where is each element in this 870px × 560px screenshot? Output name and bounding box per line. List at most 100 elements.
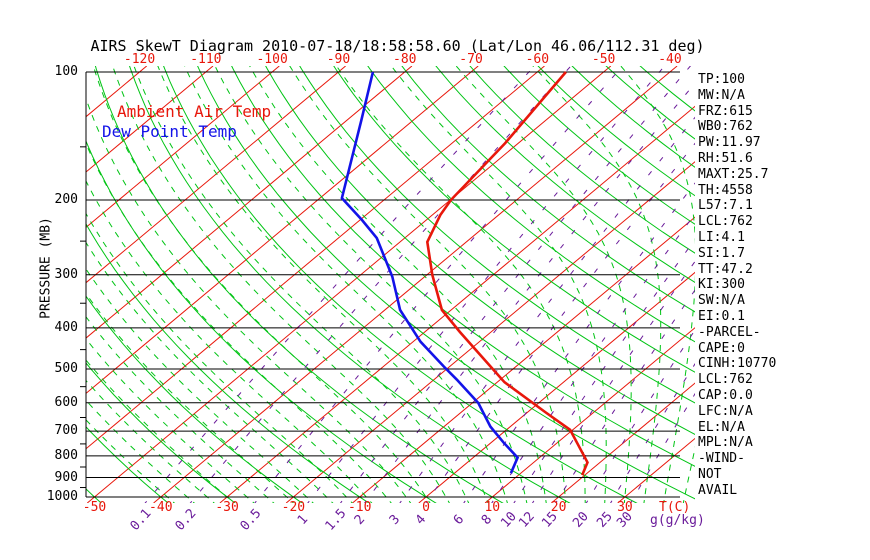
pressure-grid (80, 71, 680, 498)
bottom-temp-label: -10 (347, 500, 372, 515)
isotherm-line (86, 66, 479, 395)
stat-row: MAXT:25.7 (698, 166, 769, 182)
mixing-ratio-line (307, 66, 666, 503)
isotherm-line (285, 161, 695, 503)
stat-row: CAPE:0 (698, 340, 745, 356)
dry-adiabat-line (537, 66, 695, 197)
mixing-ratio-line (513, 238, 695, 503)
x-unit-label: T(C) (659, 500, 691, 515)
dry-adiabat-line (86, 295, 303, 503)
stat-row: EL:N/A (698, 419, 745, 435)
isotherm-line (418, 271, 695, 503)
stat-row: MPL:N/A (698, 435, 753, 451)
bottom-temp-label: -50 (82, 500, 107, 515)
pressure-tick-label: 1000 (46, 489, 78, 504)
bottom-temp-label: 30 (617, 500, 633, 515)
moist-adiabat-line (289, 66, 567, 503)
bottom-temp-label: -20 (281, 500, 306, 515)
stat-row: LI:4.1 (698, 230, 745, 245)
mixing-ratio-line (531, 260, 695, 503)
dry-adiabat-line (571, 66, 695, 168)
top-temp-label: -90 (326, 52, 351, 67)
mixing-ratio-line (399, 116, 695, 503)
stat-row: -WIND- (698, 451, 745, 467)
dry-adiabat-line (401, 66, 695, 313)
pressure-tick-label: 800 (54, 447, 78, 463)
dew-point-curve (340, 71, 520, 474)
isotherm-line (484, 327, 695, 503)
stat-row: CINH:10770 (698, 356, 777, 372)
stat-row: PW:11.97 (698, 135, 761, 151)
isotherm-line (352, 216, 695, 503)
bottom-temp-label: 0 (422, 500, 430, 515)
top-temp-label: -40 (658, 52, 682, 67)
dry-adiabat-line (299, 66, 695, 404)
pressure-tick-label: 500 (54, 361, 78, 377)
bottom-temp-label: 10 (484, 500, 501, 515)
top-temp-label: -100 (256, 52, 288, 67)
top-temp-label: -60 (525, 52, 550, 67)
top-temp-label: -120 (123, 52, 156, 67)
mixing-unit-label: g(g/kg) (650, 513, 705, 528)
stat-row: AVAIL (698, 482, 738, 498)
dry-adiabat-line (333, 66, 695, 373)
dry-adiabat-line (435, 66, 695, 283)
top-temp-label: -70 (459, 52, 483, 67)
bottom-temp-label: 20 (550, 500, 567, 515)
pressure-tick-label: 100 (54, 64, 78, 79)
moist-adiabat-line (112, 66, 450, 503)
isotherm-line (551, 382, 695, 503)
legend-dew-point: Dew Point Temp (102, 122, 237, 141)
dry-adiabat-line (94, 66, 504, 503)
dry-adiabat-line (86, 139, 437, 503)
isotherm-line (86, 66, 214, 173)
ambient-temp-curve (425, 71, 589, 476)
dry-adiabat-line (469, 66, 695, 254)
isotherm-line (86, 66, 545, 450)
stat-row: SW:N/A (698, 293, 745, 309)
isotherm-line (86, 66, 280, 229)
moist-adiabat-line (620, 66, 695, 503)
moist-adiabat-line (86, 142, 392, 503)
dry-adiabat-line (367, 66, 695, 343)
dry-adiabat-line (163, 66, 638, 503)
mixing-ratio-line (491, 213, 695, 503)
pressure-tick-label: 400 (54, 319, 78, 335)
bottom-temp-label: -40 (149, 500, 173, 515)
top-temp-label: -80 (393, 52, 417, 67)
stat-row: MW:N/A (698, 87, 745, 103)
page-title: AIRS SkewT Diagram 2010-07-18/18:58:58.6… (90, 37, 705, 55)
dry-adiabat-line (231, 66, 695, 467)
pressure-tick-label: 200 (54, 191, 78, 207)
isotherm-line (153, 66, 678, 503)
dry-adiabat-line (86, 362, 236, 503)
pressure-tick-label: 900 (54, 469, 78, 485)
top-temp-label: -50 (591, 52, 616, 67)
stat-row: KI:300 (698, 277, 745, 293)
stat-row: NOT (698, 467, 722, 482)
dry-adiabat-line (0, 57, 39, 508)
profile-1 (340, 71, 520, 474)
stat-row: TP:100 (698, 72, 745, 87)
stat-row: TT:47.2 (698, 261, 753, 277)
stat-row: TH:4558 (698, 182, 753, 198)
mixing-ratio-line (463, 182, 695, 503)
stat-row: EI:0.1 (698, 309, 745, 324)
mixing-ratio-line (364, 82, 695, 503)
legend-ambient-temp: Ambient Air Temp (117, 102, 272, 121)
stat-row: LCL:762 (698, 214, 753, 230)
mixing-ratio-line (339, 66, 692, 503)
pressure-tick-label: 300 (54, 266, 78, 282)
stat-row: FRZ:615 (698, 103, 753, 119)
top-temp-label: -110 (190, 52, 222, 67)
mixing-ratio-line (254, 66, 624, 503)
bottom-temp-label: -30 (215, 500, 239, 515)
moist-adiabat-line (335, 66, 586, 503)
dry-adiabat-line (265, 66, 695, 435)
profile-0 (425, 71, 589, 476)
mixing-ratio-line (425, 142, 695, 503)
stat-row: WB0:762 (698, 119, 753, 135)
dry-adiabat-line (129, 66, 571, 503)
